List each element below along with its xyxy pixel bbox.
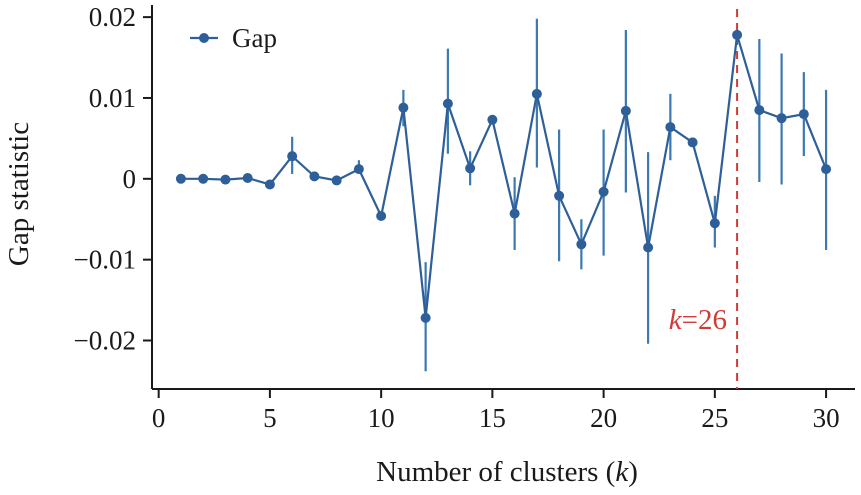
y-tick-label: −0.01 (74, 245, 136, 275)
data-point (798, 109, 809, 120)
x-axis-title-end: ) (628, 456, 638, 488)
x-tick-label: 15 (479, 403, 506, 433)
data-point (398, 102, 409, 113)
data-point (175, 173, 186, 184)
data-point (331, 175, 342, 186)
legend-label-gap: Gap (232, 23, 277, 53)
data-point (598, 186, 609, 197)
x-tick-label: 25 (701, 403, 728, 433)
x-axis-title-text: Number of clusters ( (376, 456, 615, 488)
plot-frame (151, 5, 855, 390)
k-annotation: k=26 (669, 304, 727, 336)
y-axis-title: Gap statistic (3, 122, 35, 266)
data-point (242, 173, 253, 184)
data-point (732, 29, 743, 40)
data-point (198, 173, 209, 184)
data-point (754, 105, 765, 116)
x-axis-title: Number of clusters (k) (376, 456, 638, 488)
x-tick-label: 0 (152, 403, 166, 433)
y-axis-ticks: −0.02 −0.01 0 0.01 0.02 (74, 2, 152, 355)
data-point (554, 190, 565, 201)
x-tick-label: 30 (813, 403, 840, 433)
data-point (821, 164, 832, 175)
data-point (376, 210, 387, 221)
data-point (353, 164, 364, 175)
x-axis-title-var: k (615, 456, 629, 488)
y-tick-label: 0.01 (89, 83, 136, 113)
legend: Gap (190, 23, 277, 53)
data-point (509, 208, 520, 219)
data-point (442, 98, 453, 109)
data-point (531, 88, 542, 99)
y-tick-label: 0 (123, 164, 137, 194)
gap-series-line (180, 34, 828, 318)
data-point (709, 218, 720, 229)
data-point (620, 105, 631, 116)
data-point (465, 163, 476, 174)
data-point (776, 113, 787, 124)
data-point (487, 114, 498, 125)
data-point (264, 179, 275, 190)
y-tick-label: 0.02 (89, 2, 136, 32)
data-point (220, 174, 231, 185)
data-point (287, 151, 298, 162)
data-point (643, 242, 654, 253)
k-annotation-var: k (669, 304, 683, 336)
x-tick-label: 5 (263, 403, 277, 433)
y-tick-label: −0.02 (74, 325, 136, 355)
data-point (576, 239, 587, 250)
data-point (309, 171, 320, 182)
data-point (687, 137, 698, 148)
data-point (665, 122, 676, 133)
x-tick-label: 20 (590, 403, 617, 433)
x-axis-ticks: 0 5 10 15 20 25 30 (152, 389, 840, 433)
x-tick-label: 10 (368, 403, 395, 433)
legend-marker-swatch (199, 33, 209, 43)
gap-points (175, 29, 832, 323)
data-point (420, 312, 431, 323)
k-annotation-value: =26 (682, 304, 727, 336)
